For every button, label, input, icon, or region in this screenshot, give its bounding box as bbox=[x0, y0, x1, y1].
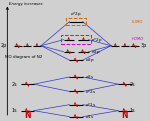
Text: N: N bbox=[24, 111, 31, 120]
Text: 3p: 3p bbox=[140, 43, 147, 48]
Text: LUMO: LUMO bbox=[132, 20, 144, 24]
Text: $\sigma$2s: $\sigma$2s bbox=[85, 73, 94, 80]
Text: Energy increases: Energy increases bbox=[9, 2, 42, 6]
Text: MO diagram of N2: MO diagram of N2 bbox=[5, 55, 42, 59]
Text: $\pi$*2p: $\pi$*2p bbox=[91, 36, 102, 44]
Text: $\pi$2p: $\pi$2p bbox=[91, 48, 100, 56]
Text: HOMO: HOMO bbox=[132, 37, 144, 41]
Text: 2s: 2s bbox=[11, 82, 17, 87]
Text: 2p: 2p bbox=[1, 43, 7, 48]
Text: 2s: 2s bbox=[129, 82, 135, 87]
Text: 1s: 1s bbox=[129, 108, 135, 113]
Text: $\sigma$*2p: $\sigma$*2p bbox=[70, 10, 82, 18]
Text: $\sigma$*1s: $\sigma$*1s bbox=[85, 101, 96, 108]
Text: 1s: 1s bbox=[11, 108, 17, 113]
Text: $\sigma$*2s: $\sigma$*2s bbox=[85, 88, 96, 95]
Text: N: N bbox=[122, 111, 128, 120]
Text: $\sigma$2p: $\sigma$2p bbox=[85, 56, 95, 64]
Text: $\sigma$1s: $\sigma$1s bbox=[85, 113, 94, 120]
